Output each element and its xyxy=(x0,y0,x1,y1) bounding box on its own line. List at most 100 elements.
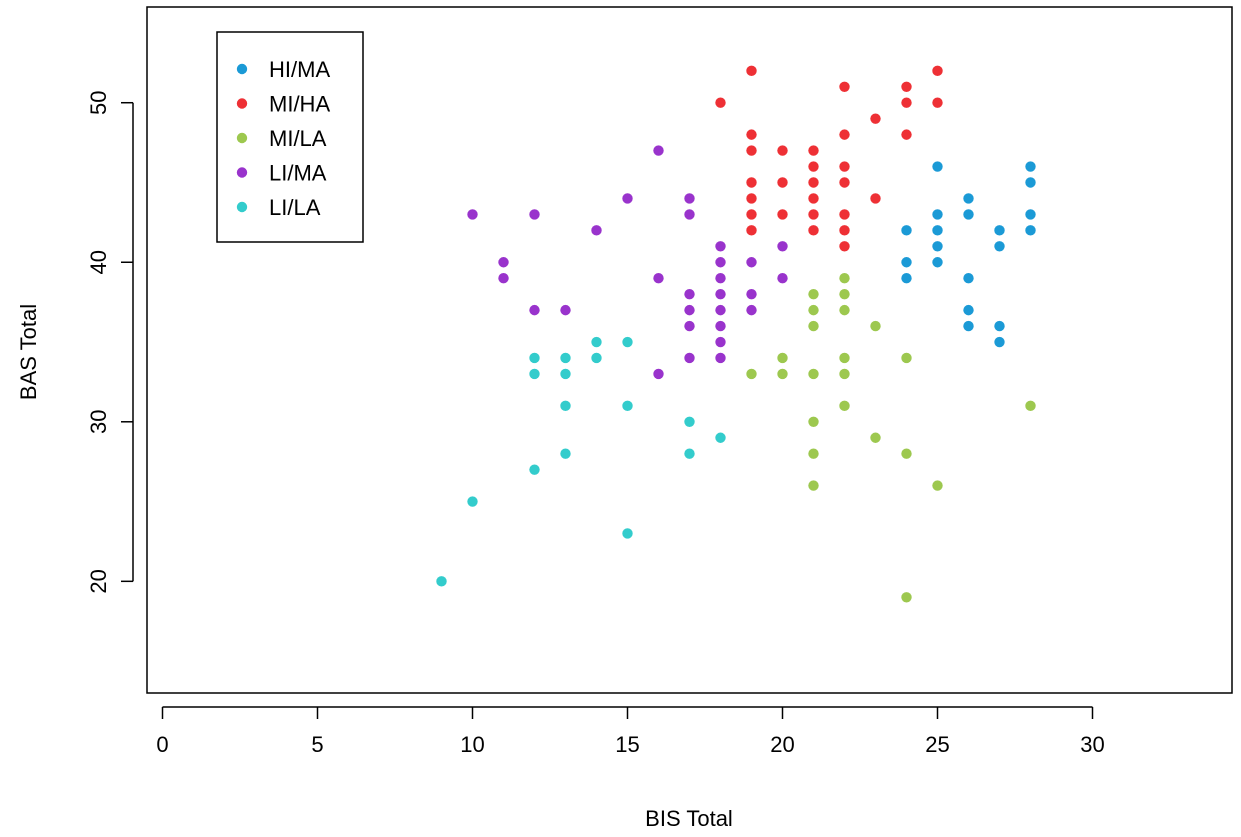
point-mi-ha xyxy=(932,65,943,77)
point-mi-la xyxy=(808,320,819,332)
point-li-la xyxy=(467,496,478,507)
point-li-la xyxy=(715,432,726,443)
legend-marker-hi-ma xyxy=(236,63,248,75)
y-tick-label: 20 xyxy=(86,569,111,593)
legend-marker-mi-la xyxy=(236,132,248,144)
x-tick-label: 5 xyxy=(311,732,323,757)
point-mi-ha xyxy=(808,161,819,172)
y-tick-label: 40 xyxy=(86,250,111,274)
point-mi-ha xyxy=(839,225,850,236)
point-li-ma xyxy=(746,304,757,316)
point-li-ma xyxy=(746,257,757,268)
point-mi-ha xyxy=(746,145,757,156)
point-li-la xyxy=(529,368,540,380)
point-mi-ha xyxy=(746,129,757,140)
point-li-ma xyxy=(653,368,664,380)
point-li-ma xyxy=(560,304,571,316)
point-mi-la xyxy=(839,400,850,412)
point-li-la xyxy=(529,464,540,475)
x-tick-label: 15 xyxy=(615,732,639,757)
y-tick-label: 30 xyxy=(86,410,111,434)
point-mi-ha xyxy=(870,193,881,204)
point-mi-ha xyxy=(901,97,912,108)
point-mi-ha xyxy=(777,209,788,220)
point-li-la xyxy=(560,448,571,459)
point-mi-ha xyxy=(870,113,881,124)
point-li-ma xyxy=(715,241,726,252)
point-mi-ha xyxy=(839,209,850,220)
x-tick-label: 0 xyxy=(156,732,168,757)
point-mi-la xyxy=(870,320,881,332)
point-hi-ma xyxy=(932,225,943,236)
point-hi-ma xyxy=(1025,209,1036,220)
point-mi-la xyxy=(808,448,819,459)
point-hi-ma xyxy=(994,241,1005,252)
point-li-ma xyxy=(715,352,726,364)
point-hi-ma xyxy=(932,209,943,220)
point-mi-ha xyxy=(839,81,850,92)
point-li-ma xyxy=(746,288,757,300)
legend-marker-li-ma xyxy=(236,167,248,178)
point-li-la xyxy=(529,352,540,364)
point-li-ma xyxy=(622,193,633,204)
point-hi-ma xyxy=(901,273,912,284)
point-mi-la xyxy=(839,352,850,364)
point-li-ma xyxy=(684,288,695,300)
point-li-la xyxy=(622,400,633,412)
point-li-la xyxy=(591,352,602,364)
point-li-la xyxy=(622,336,633,348)
legend-marker-mi-ha xyxy=(236,98,248,109)
point-mi-la xyxy=(808,416,819,427)
point-mi-ha xyxy=(839,161,850,172)
point-li-ma xyxy=(715,336,726,348)
y-axis-title: BAS Total xyxy=(16,304,41,400)
point-li-ma xyxy=(467,209,478,220)
point-li-ma xyxy=(591,225,602,236)
point-li-ma xyxy=(715,288,726,300)
point-mi-la xyxy=(746,368,757,380)
point-hi-ma xyxy=(932,241,943,252)
point-mi-ha xyxy=(808,225,819,236)
point-mi-ha xyxy=(746,193,757,204)
point-hi-ma xyxy=(901,225,912,236)
point-mi-la xyxy=(932,480,943,491)
point-li-ma xyxy=(777,273,788,284)
x-tick-label: 25 xyxy=(925,732,949,757)
point-li-ma xyxy=(653,273,664,284)
point-mi-la xyxy=(808,368,819,380)
point-mi-ha xyxy=(901,81,912,92)
point-mi-ha xyxy=(839,129,850,140)
data-points xyxy=(436,65,1036,603)
point-hi-ma xyxy=(994,336,1005,348)
point-li-ma xyxy=(715,320,726,332)
point-hi-ma xyxy=(1025,225,1036,236)
x-axis-title: BIS Total xyxy=(645,806,733,831)
point-li-ma xyxy=(715,304,726,316)
point-li-la xyxy=(622,528,633,539)
point-li-ma xyxy=(684,304,695,316)
point-li-ma xyxy=(715,273,726,284)
point-mi-ha xyxy=(839,241,850,252)
legend-marker-li-la xyxy=(236,201,248,213)
point-hi-ma xyxy=(1025,177,1036,188)
point-mi-ha xyxy=(839,177,850,188)
point-li-la xyxy=(560,368,571,380)
point-hi-ma xyxy=(963,209,974,220)
point-mi-la xyxy=(777,368,788,380)
point-li-la xyxy=(560,352,571,364)
point-li-ma xyxy=(498,273,509,284)
point-mi-ha xyxy=(746,209,757,220)
point-mi-la xyxy=(808,480,819,491)
point-mi-la xyxy=(777,352,788,364)
point-mi-la xyxy=(901,352,912,364)
point-hi-ma xyxy=(1025,161,1036,172)
legend-label-mi-la: MI/LA xyxy=(269,126,327,151)
point-li-ma xyxy=(529,304,540,316)
point-li-la xyxy=(560,400,571,412)
x-tick-label: 20 xyxy=(770,732,794,757)
x-tick-label: 10 xyxy=(460,732,484,757)
point-mi-la xyxy=(839,368,850,380)
point-li-la xyxy=(591,336,602,348)
point-hi-ma xyxy=(963,273,974,284)
